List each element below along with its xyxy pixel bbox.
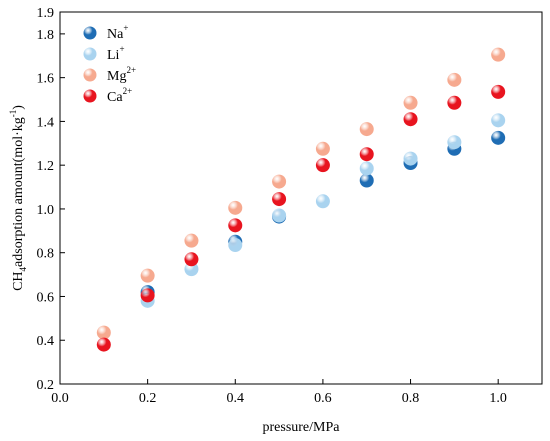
legend: Na+ Li+ Mg2+ Ca2+ [83, 23, 136, 105]
x-tick-label: 1.0 [489, 391, 507, 406]
x-tick-label: 0.0 [51, 391, 69, 406]
data-point-li [491, 113, 506, 128]
x-tick-label: 0.6 [314, 391, 332, 406]
data-point-ca [140, 288, 155, 303]
x-tick-label: 0.4 [227, 391, 245, 406]
data-point-ca [315, 158, 330, 173]
data-point-mg [228, 200, 243, 215]
data-point-na [491, 130, 506, 145]
y-tick-label: 1.9 [37, 6, 55, 21]
data-point-mg [403, 95, 418, 110]
y-tick-label: 1.2 [37, 159, 55, 174]
y-tick-label: 0.6 [37, 290, 55, 305]
legend-marker-mg [83, 68, 97, 82]
data-point-ca [272, 192, 287, 207]
data-point-mg [140, 268, 155, 283]
data-point-ca [228, 218, 243, 233]
plot-frame [59, 11, 543, 385]
data-point-ca [96, 337, 111, 352]
data-point-ca [184, 252, 199, 267]
y-tick-label: 0.2 [37, 378, 55, 393]
legend-marker-ca [83, 89, 97, 103]
data-point-mg [315, 141, 330, 156]
data-point-li [447, 135, 462, 150]
data-point-mg [491, 47, 506, 62]
y-tick-label: 0.8 [37, 247, 55, 262]
y-axis-title-mid: adsorption amount(mol·kg [11, 117, 26, 267]
legend-label-li: Li+ [107, 44, 125, 63]
data-point-na [359, 173, 374, 188]
legend-marker-li [83, 47, 97, 61]
data-point-mg [184, 233, 199, 248]
y-axis-title-sup: -1 [8, 110, 18, 118]
data-point-ca [491, 84, 506, 99]
legend-label-na: Na+ [107, 23, 128, 42]
data-point-li [228, 238, 243, 253]
x-axis-title: pressure/MPa [263, 420, 341, 435]
y-tick-label: 1.8 [37, 28, 55, 43]
y-tick-label: 1.0 [37, 203, 55, 218]
x-axis: 0.0 0.2 0.4 0.6 0.8 1.0 [51, 379, 507, 406]
data-points [96, 47, 506, 352]
data-point-li [272, 208, 287, 223]
data-point-mg [359, 122, 374, 137]
y-axis: 0.2 0.4 0.6 0.8 1.0 1.2 1.4 1.6 1.8 1.9 [37, 6, 65, 393]
x-tick-label: 0.2 [139, 391, 157, 406]
x-tick-label: 0.8 [402, 391, 420, 406]
data-point-li [359, 161, 374, 176]
data-point-li [184, 262, 199, 277]
y-tick-label: 1.6 [37, 72, 55, 87]
y-tick-label: 0.4 [37, 334, 55, 349]
y-axis-title-sub: 4 [18, 266, 28, 271]
legend-marker-na [83, 26, 97, 40]
legend-label-ca: Ca2+ [107, 86, 132, 105]
y-axis-title-post: ) [11, 105, 26, 110]
data-point-ca [359, 147, 374, 162]
data-point-li [315, 194, 330, 209]
y-tick-label: 1.4 [37, 115, 55, 130]
data-point-mg [447, 72, 462, 87]
data-point-li [403, 151, 418, 166]
data-point-mg [272, 174, 287, 189]
data-point-ca [447, 95, 462, 110]
data-point-mg [96, 325, 111, 340]
y-axis-title: CH4adsorption amount(mol·kg-1) [8, 105, 28, 291]
y-axis-title-pre: CH [11, 271, 26, 290]
legend-label-mg: Mg2+ [107, 65, 136, 84]
data-point-ca [403, 112, 418, 127]
